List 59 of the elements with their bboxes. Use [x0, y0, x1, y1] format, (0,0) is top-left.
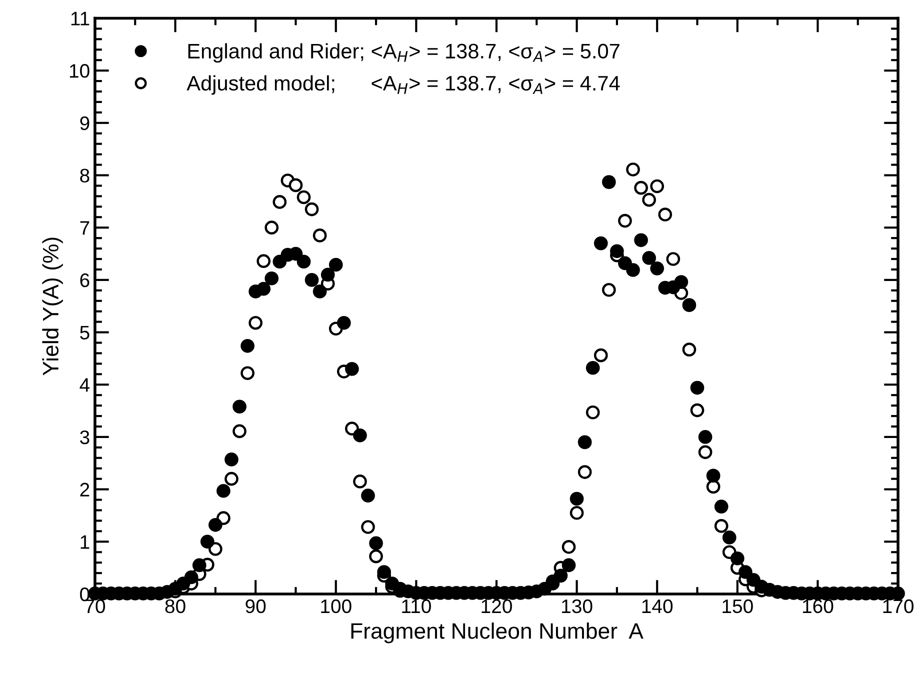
point — [224, 472, 238, 486]
y-tick-label: 4 — [80, 378, 90, 392]
point — [586, 405, 600, 420]
point — [353, 474, 367, 488]
x-tick-label: 100 — [321, 599, 352, 614]
y-tick-label: 1 — [80, 535, 90, 549]
y-tick-label: 5 — [80, 326, 90, 340]
point — [570, 506, 584, 520]
point — [562, 540, 576, 554]
x-axis-title: Fragment Nucleon Number A — [351, 622, 644, 644]
point — [208, 542, 222, 556]
point — [240, 366, 254, 380]
point — [296, 190, 311, 204]
x-tick-label: 90 — [246, 599, 266, 614]
x-tick-label: 150 — [722, 599, 753, 614]
y-tick-label: 6 — [80, 273, 90, 288]
point — [618, 214, 632, 228]
point — [634, 180, 648, 195]
point — [304, 202, 319, 216]
x-tick-label: 80 — [165, 599, 186, 614]
point — [312, 228, 327, 242]
point — [658, 208, 672, 222]
point — [666, 252, 680, 266]
point — [602, 282, 616, 297]
x-tick-label: 120 — [482, 599, 512, 614]
x-tick-label: 70 — [85, 599, 106, 614]
y-tick-label: 10 — [70, 64, 90, 78]
y-tick-label: 2 — [80, 482, 90, 496]
x-tick-label: 170 — [883, 599, 914, 614]
point — [594, 348, 608, 362]
point — [256, 254, 271, 268]
y-tick-label: 8 — [80, 168, 90, 182]
x-tick-label: 140 — [642, 599, 673, 614]
point — [578, 465, 592, 479]
point — [369, 549, 383, 564]
point — [288, 178, 303, 192]
point — [706, 480, 720, 494]
y-tick-label: 7 — [80, 221, 90, 235]
point — [248, 316, 262, 330]
point — [361, 520, 375, 534]
point — [650, 179, 664, 194]
y-axis-title: Yield Y(A) (%) — [42, 238, 63, 376]
y-tick-label: 11 — [71, 12, 90, 26]
legend-label: England and Rider; <A$_{H}$> = 138.7, <σ$_{A}$> = 5.07 — [188, 43, 620, 63]
point — [690, 403, 704, 418]
point — [626, 162, 640, 176]
point — [232, 424, 246, 438]
point — [714, 519, 728, 533]
point — [264, 220, 279, 235]
point — [682, 342, 696, 356]
x-tick-label: 110 — [402, 599, 431, 614]
point — [642, 192, 656, 207]
y-tick-label: 9 — [80, 116, 90, 130]
x-tick-label: 130 — [562, 599, 592, 614]
x-tick-label: 160 — [802, 599, 834, 614]
legend-label: Adjusted model; <A$_{H}$> = 138.7, <σ$_{A}$> = 4.74 — [186, 75, 620, 95]
point — [698, 445, 712, 460]
point — [272, 195, 287, 209]
y-tick-label: 3 — [80, 430, 90, 444]
